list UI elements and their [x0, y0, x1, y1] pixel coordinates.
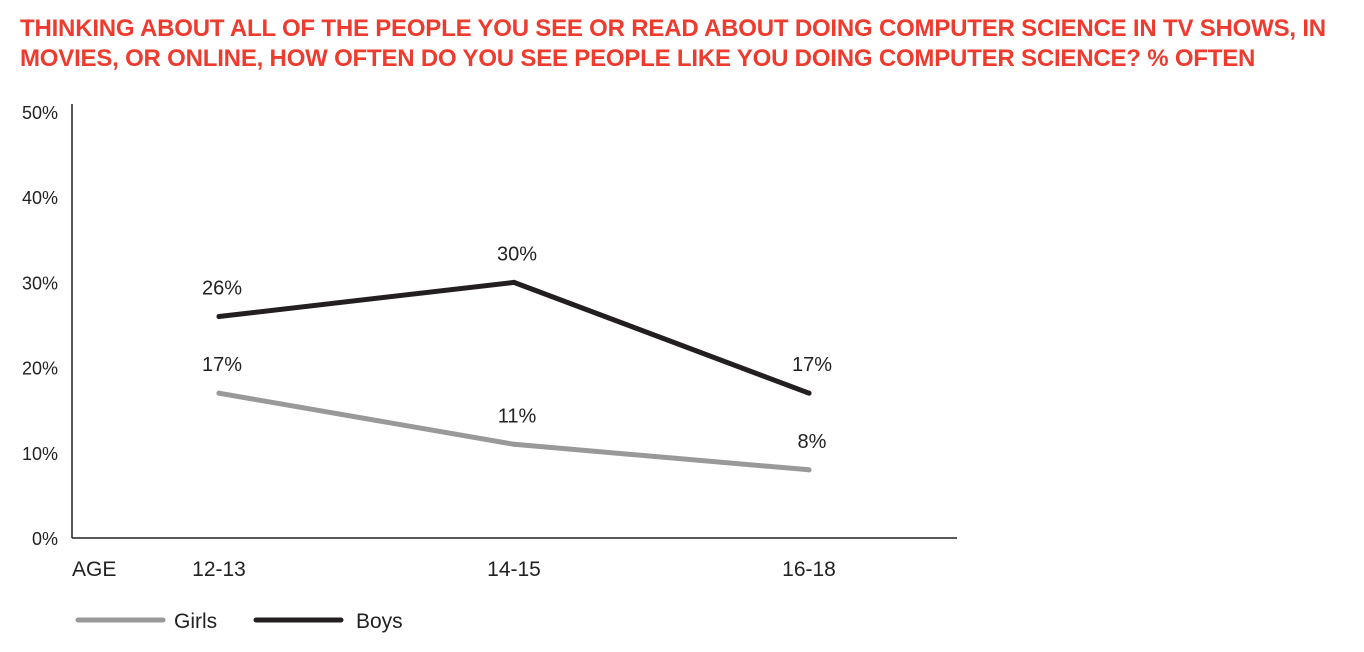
legend: Girls Boys — [75, 610, 403, 633]
series-line-boys — [216, 279, 812, 396]
series-lines — [216, 279, 812, 473]
y-tick-label: 0% — [32, 529, 58, 549]
y-tick-label: 30% — [22, 273, 58, 293]
y-tick-label: 40% — [22, 188, 58, 208]
x-tick-label: 14-15 — [487, 558, 541, 581]
y-tick-label: 10% — [22, 444, 58, 464]
data-label-girls: 8% — [798, 431, 827, 453]
data-point-boys — [806, 390, 812, 396]
x-tick-label: 16-18 — [782, 558, 836, 581]
x-axis-label: AGE — [72, 558, 116, 581]
data-point-boys — [511, 279, 517, 285]
chart-title: THINKING ABOUT ALL OF THE PEOPLE YOU SEE… — [20, 15, 1326, 72]
data-labels: 17% 11% 8% 26% 30% 17% — [202, 243, 832, 452]
y-tick-label: 20% — [22, 359, 58, 379]
data-label-boys: 17% — [792, 354, 832, 376]
x-axis: AGE 12-13 14-15 16-18 — [72, 537, 957, 581]
data-point-girls — [216, 390, 222, 396]
data-label-boys: 30% — [497, 243, 537, 265]
y-axis: 0% 10% 20% 30% 40% 50% — [22, 103, 73, 549]
data-point-girls — [511, 441, 517, 447]
data-label-girls: 11% — [498, 405, 537, 427]
legend-item-boys: Boys — [253, 610, 403, 633]
legend-label: Girls — [174, 610, 217, 633]
y-tick-label: 50% — [22, 103, 58, 123]
data-point-boys — [216, 313, 222, 319]
data-point-girls — [806, 467, 812, 473]
legend-item-girls: Girls — [75, 610, 217, 633]
data-label-girls: 17% — [202, 354, 242, 376]
legend-label: Boys — [356, 610, 403, 633]
x-tick-label: 12-13 — [192, 558, 246, 581]
data-label-boys: 26% — [202, 277, 242, 299]
